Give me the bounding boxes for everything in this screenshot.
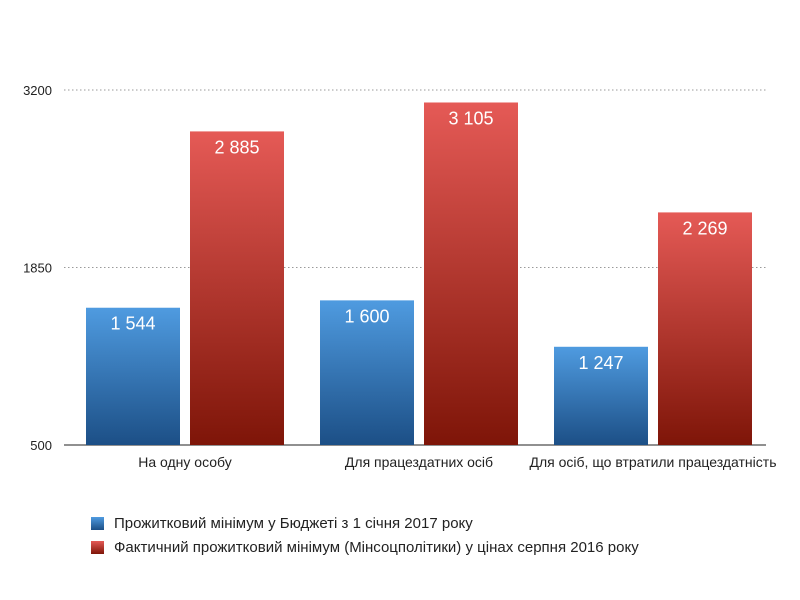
- legend-label-series-2: Фактичний прожитковий мінімум (Мінсоцпол…: [114, 538, 639, 556]
- data-label-series-2-1: 2 885: [214, 137, 259, 157]
- y-tick-label: 1850: [23, 261, 52, 276]
- y-tick-label: 3200: [23, 83, 52, 98]
- bar-series-1-1: [86, 307, 180, 445]
- legend-item-series-1: Прожитковий мінімум у Бюджеті з 1 січня …: [91, 512, 639, 534]
- bar-series-2-2: [424, 102, 518, 446]
- bar-series-2-1: [190, 131, 284, 445]
- data-label-series-1-1: 1 544: [110, 314, 155, 334]
- bar-series-2-3: [658, 212, 752, 445]
- data-label-series-1-2: 1 600: [344, 306, 389, 326]
- data-label-series-2-3: 2 269: [682, 218, 727, 238]
- category-label: На одну особу: [138, 454, 232, 470]
- data-label-series-1-3: 1 247: [578, 353, 623, 373]
- legend-swatch-series-1: [91, 516, 104, 530]
- bars: 1 544 2 885 1 600 3 105 1 247 2 269: [86, 102, 752, 446]
- category-label: Для працездатних осіб: [345, 454, 493, 470]
- grid-lines: [64, 89, 766, 268]
- legend: Прожитковий мінімум у Бюджеті з 1 січня …: [91, 512, 639, 560]
- legend-label-series-1: Прожитковий мінімум у Бюджеті з 1 січня …: [114, 514, 473, 532]
- legend-swatch-series-2: [91, 540, 104, 554]
- y-axis: 500 1850 3200: [23, 83, 766, 453]
- category-labels: На одну особу Для працездатних осіб Для ос…: [138, 454, 776, 470]
- legend-item-series-2: Фактичний прожитковий мінімум (Мінсоцпол…: [91, 536, 639, 558]
- y-tick-label: 500: [30, 438, 52, 453]
- data-label-series-2-2: 3 105: [448, 108, 493, 128]
- category-label: Для осіб, що втратили працездатність: [530, 454, 777, 470]
- bar-series-1-2: [320, 300, 414, 445]
- bar-series-1-3: [554, 346, 648, 445]
